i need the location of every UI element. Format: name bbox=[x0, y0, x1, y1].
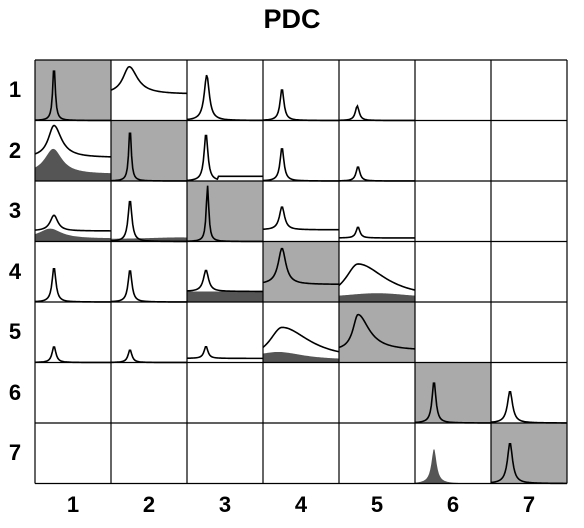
cell-bg-3-6 bbox=[415, 181, 491, 242]
cell-bg-5-3 bbox=[187, 302, 263, 363]
spectrum-line-3-5 bbox=[338, 226, 415, 239]
col-label: 3 bbox=[218, 492, 232, 517]
cell-bg-2-6 bbox=[415, 120, 491, 181]
row-label: 5 bbox=[8, 319, 22, 345]
row-label: 4 bbox=[8, 258, 22, 284]
cell-bg-2-5 bbox=[339, 120, 415, 181]
spectrum-line-5-3 bbox=[186, 345, 264, 360]
row-label: 7 bbox=[8, 440, 22, 466]
cell-bg-1-5 bbox=[339, 60, 415, 121]
filled-area-3-2 bbox=[111, 237, 187, 242]
col-label: 6 bbox=[446, 492, 460, 517]
cell-bg-5-2 bbox=[111, 302, 187, 363]
spectrum-line-4-3 bbox=[186, 269, 263, 293]
cell-bg-7-6 bbox=[415, 423, 491, 484]
col-label: 2 bbox=[142, 492, 156, 517]
spectrum-line-5-4 bbox=[262, 326, 340, 353]
cell-bg-6-4 bbox=[263, 362, 339, 423]
cell-bg-1-4 bbox=[263, 60, 339, 121]
cell-bg-3-4 bbox=[263, 181, 339, 242]
cell-bg-1-6 bbox=[415, 60, 491, 121]
cell-bg-3-2 bbox=[111, 181, 187, 242]
cell-bg-7-4 bbox=[263, 423, 339, 484]
chart-title: PDC bbox=[263, 4, 321, 34]
cell-bg-4-2 bbox=[111, 241, 187, 302]
spectrum-line-4-5 bbox=[338, 263, 416, 291]
cell-bg-7-3 bbox=[187, 423, 263, 484]
col-label: 5 bbox=[370, 492, 384, 517]
cell-bg-6-7 bbox=[491, 362, 567, 423]
cell-bg-6-6 bbox=[415, 362, 491, 423]
cell-bg-5-5 bbox=[339, 302, 415, 363]
cell-bg-1-2 bbox=[111, 60, 187, 121]
filled-area-7-6 bbox=[415, 449, 491, 484]
spectrum-line-5-5 bbox=[338, 313, 416, 350]
cell-bg-2-2 bbox=[111, 120, 187, 181]
filled-area-3-1 bbox=[35, 228, 111, 242]
cell-bg-7-1 bbox=[35, 423, 111, 484]
col-label: 4 bbox=[294, 492, 308, 517]
cell-bg-6-2 bbox=[111, 362, 187, 423]
cell-bg-7-5 bbox=[339, 423, 415, 484]
cell-bg-2-3 bbox=[187, 120, 263, 181]
cell-bg-4-1 bbox=[35, 241, 111, 302]
cell-bg-4-4 bbox=[263, 241, 339, 302]
cell-bg-2-7 bbox=[491, 120, 567, 181]
row-label: 2 bbox=[8, 137, 22, 163]
filled-area-4-5 bbox=[339, 293, 415, 302]
spectrum-line-3-1 bbox=[34, 214, 111, 232]
filled-area-2-1 bbox=[35, 148, 111, 181]
row-label: 1 bbox=[8, 77, 22, 103]
col-label: 1 bbox=[66, 492, 80, 517]
cell-bg-6-1 bbox=[35, 362, 111, 423]
cell-bg-4-6 bbox=[415, 241, 491, 302]
cell-bg-7-7 bbox=[491, 423, 567, 484]
row-label: 3 bbox=[8, 198, 22, 224]
cell-bg-2-4 bbox=[263, 120, 339, 181]
cell-bg-1-3 bbox=[187, 60, 263, 121]
spectrum-line-3-4 bbox=[262, 206, 339, 231]
spectrum-line-2-1 bbox=[34, 124, 112, 158]
cell-bg-5-1 bbox=[35, 302, 111, 363]
cell-bg-3-7 bbox=[491, 181, 567, 242]
cell-bg-1-7 bbox=[491, 60, 567, 121]
cell-bg-6-3 bbox=[187, 362, 263, 423]
row-label: 6 bbox=[8, 379, 22, 405]
cell-bg-5-7 bbox=[491, 302, 567, 363]
spectrum-line-4-4 bbox=[262, 247, 340, 286]
col-label: 7 bbox=[522, 492, 536, 517]
cell-bg-5-6 bbox=[415, 302, 491, 363]
spectrum-line-1-2 bbox=[110, 65, 188, 95]
filled-area-4-3 bbox=[187, 291, 263, 302]
cell-bg-4-7 bbox=[491, 241, 567, 302]
cell-bg-3-3 bbox=[187, 181, 263, 242]
cell-bg-6-5 bbox=[339, 362, 415, 423]
spectrum-line-2-3 bbox=[186, 134, 263, 182]
filled-area-5-4 bbox=[263, 351, 339, 363]
cell-bg-1-1 bbox=[35, 60, 111, 121]
cell-bg-3-5 bbox=[339, 181, 415, 242]
cell-bg-7-2 bbox=[111, 423, 187, 484]
